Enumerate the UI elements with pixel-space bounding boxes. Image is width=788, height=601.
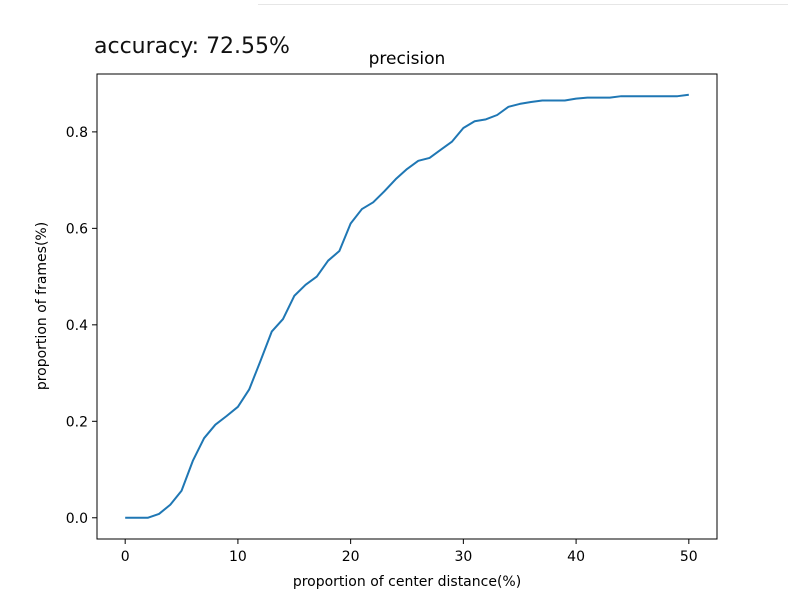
plot-area-frame	[96, 73, 718, 540]
accuracy-output: accuracy: 72.55%	[94, 34, 290, 59]
y-axis-ticks: 0.0 0.2 0.4 0.6 0.8	[66, 125, 97, 527]
x-tick-label: 50	[680, 549, 698, 565]
y-tick-label: 0.4	[66, 318, 88, 334]
x-tick-label: 0	[121, 549, 130, 565]
y-axis-label: proportion of frames(%)	[34, 222, 50, 390]
y-tick-label: 0.6	[66, 221, 88, 237]
y-tick-label: 0.8	[66, 125, 88, 141]
cell-separator	[258, 0, 788, 5]
y-tick-label: 0.0	[66, 511, 88, 527]
x-tick-label: 10	[229, 549, 247, 565]
x-axis-ticks: 0 10 20 30 40 50	[121, 539, 698, 565]
x-tick-label: 40	[567, 549, 585, 565]
x-tick-label: 20	[342, 549, 360, 565]
x-tick-label: 30	[454, 549, 472, 565]
precision-series-line	[125, 93, 689, 519]
chart-title: precision	[369, 49, 446, 69]
x-axis-label: proportion of center distance(%)	[293, 574, 521, 590]
y-tick-label: 0.2	[66, 414, 88, 430]
